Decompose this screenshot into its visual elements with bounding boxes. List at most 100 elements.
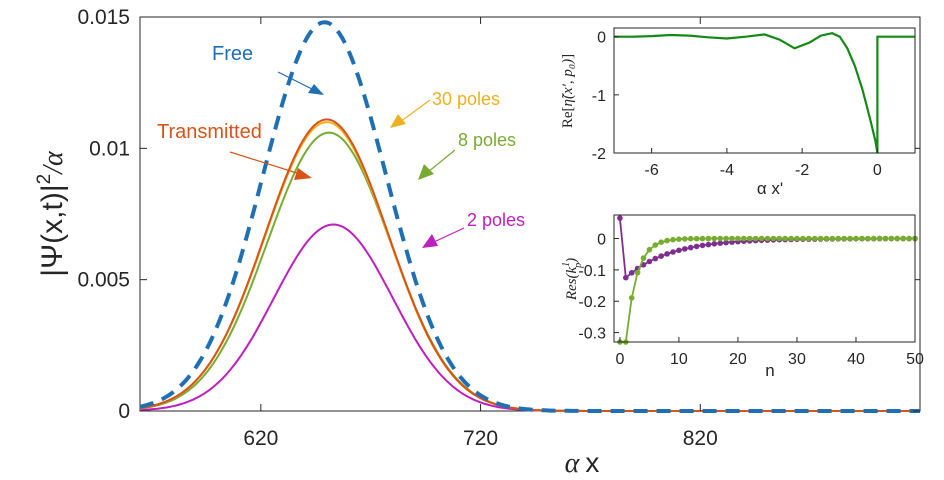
poles8-annotation: 8 poles [458,130,516,150]
inset-bottom-y-sup: 1 [561,262,572,267]
inset-bottom-point-green [853,235,859,242]
poles30-annotation: 30 poles [432,89,500,109]
free-arrow-head [308,84,324,95]
inset-bottom-point-green [806,235,812,242]
inset-bottom-point-green [652,242,659,248]
inset-bottom-point-purple [658,253,664,259]
poles8-arrow-head [418,164,434,180]
inset-bottom-point-green [788,235,794,242]
inset-bottom-point-purple [687,244,694,251]
inset-bottom-point-green [746,235,753,242]
inset-bottom-point-green [876,235,883,242]
inset-bottom-x-tick-label: 0 [615,351,624,368]
inset-top-y-label: Re[η̃(x′, p₀)] [560,54,576,128]
inset-bottom-point-green [693,235,700,242]
main-y-tick-label: 0 [118,400,130,423]
main-y-axis-label: |Ψ(x,t)|2/α [34,150,69,277]
inset-bottom-point-green [764,235,771,242]
inset-bottom-point-green [640,255,647,261]
main-x-tick-label: 620 [243,427,278,450]
inset-bottom-point-green [634,269,641,276]
inset-top-x-tick-label: -6 [645,162,659,179]
inset-bottom-point-green [859,235,865,242]
poles30-arrow-shaft [399,99,431,123]
main-y-label-sup: 2 [34,174,55,185]
main-x-label-var: x [585,447,599,478]
inset-bottom-y-tick-label: -0.1 [578,263,606,280]
main-y-label-tail: /α [38,150,69,176]
inset-top-background [614,28,915,153]
inset-bottom-x-tick-label: 40 [847,351,865,368]
inset-bottom-point-green [682,236,688,242]
inset-bottom-y-math: Res(k [564,267,580,302]
inset-top-frame [613,27,916,154]
inset-bottom-point-purple [617,215,623,221]
free-annotation: Free [212,43,253,65]
inset-bottom-point-green [628,295,635,301]
main-y-tick-label: 0.005 [77,269,130,292]
main-annotations: Free Transmitted 30 poles 8 poles 2 pole… [157,43,525,248]
inset-bottom-point-green [841,235,847,242]
inset-top-x-tick-label: -4 [720,162,734,179]
inset-top-x-tick-label: -2 [795,162,809,179]
poles2-arrow-head [422,234,438,248]
inset-bottom-y-end: ) [564,258,580,264]
inset-bottom-point-purple [623,274,629,281]
main-y-tick-label: 0.01 [89,137,130,160]
inset-bottom-point-green [676,236,682,242]
inset-bottom-point-green [894,235,901,242]
inset-bottom-point-green [658,239,664,245]
inset-bottom-point-purple [693,243,700,250]
poles2-annotation: 2 poles [467,210,525,230]
inset-bottom-point-green [865,235,871,242]
inset-bottom-point-purple [670,249,676,255]
main-x-tick-label: 820 [683,427,718,450]
inset-bottom-x-tick-label: 30 [788,351,806,368]
inset-bottom-point-green [847,235,853,242]
inset-bottom-point-purple [628,270,635,276]
inset-bottom-point-green [882,235,889,242]
inset-bottom-point-purple [664,251,670,257]
inset-bottom-point-green [776,235,783,242]
poles2-arrow-shaft [433,227,465,243]
main-y-label-main: |Ψ(x,t)| [36,184,69,276]
inset-bottom-point-green [817,235,824,242]
inset-top-x-label: α x' [757,179,783,198]
inset-bottom-y-tick-label: -0.2 [578,294,606,311]
inset-bottom-point-green [800,235,806,242]
inset-bottom-point-purple [699,242,706,249]
inset-bottom-x-tick-label: 50 [906,351,924,368]
transmitted-arrow-shaft [229,151,301,175]
main-chart: 620 720 820 0 0.005 0.01 0.015 Free Transmitte… [34,6,921,479]
inset-bottom-point-purple [682,246,688,252]
inset-bottom-point-green [705,235,712,242]
inset-bottom-point-green [664,237,670,244]
inset-bottom-point-green [829,235,836,242]
inset-bottom-point-green [900,235,906,242]
series-line-free [139,20,920,413]
inset-bottom-y-sub: p [573,263,584,269]
transmitted-annotation: Transmitted [157,121,262,143]
inset-bottom-point-green [906,235,912,242]
inset-bottom-point-green [729,235,735,242]
main-x-label-greek: α [565,448,581,479]
inset-bottom-point-green [646,246,653,253]
inset-bottom-point-purple [723,239,729,246]
inset-top-y-math: η̃(x′, p₀) [560,59,576,107]
inset-bottom-point-purple [676,247,682,254]
inset-bottom-y-label: Res(k1p) [561,258,584,301]
inset-bottom-point-green [711,235,718,242]
inset-bottom-point-green [888,235,895,242]
inset-bottom-point-green [670,236,676,243]
poles8-arrow-shaft [427,149,456,173]
inset-bottom-point-green [735,235,741,242]
inset-bottom-point-purple [646,258,653,265]
inset-bottom-point-green [870,235,877,242]
inset-bottom-point-green [823,235,830,242]
inset-bottom-point-purple [652,255,659,262]
inset-bottom-point-green [687,235,694,242]
inset-bottom-point-purple [705,241,712,248]
inset-bottom-point-green [782,235,788,242]
